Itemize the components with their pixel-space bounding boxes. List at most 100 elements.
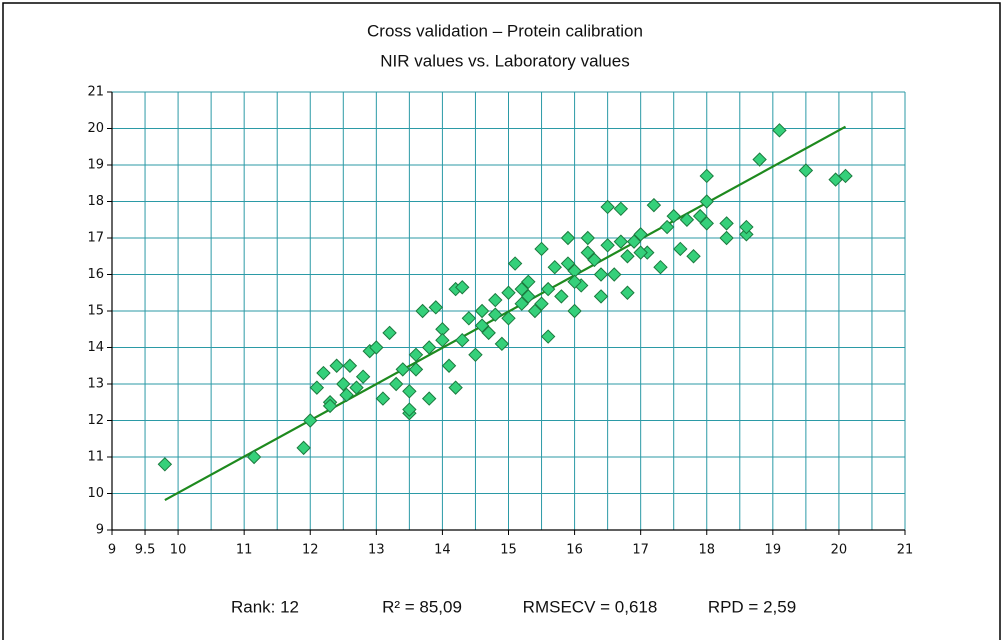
- point: [455, 280, 470, 295]
- point: [375, 391, 391, 406]
- point: [388, 376, 404, 392]
- point: [699, 168, 714, 184]
- x-tick-label: 14: [434, 543, 451, 558]
- point: [488, 307, 503, 322]
- x-tick-label: 17: [632, 543, 649, 558]
- point: [408, 347, 424, 363]
- point: [673, 241, 688, 257]
- point: [415, 303, 430, 319]
- point: [659, 219, 675, 235]
- chart-title: Cross validation – Protein calibration: [367, 21, 643, 40]
- point: [369, 340, 384, 355]
- point: [402, 384, 417, 399]
- point: [316, 365, 331, 381]
- point: [395, 362, 410, 377]
- point: [461, 311, 477, 326]
- point: [441, 358, 457, 373]
- point: [303, 413, 318, 428]
- point: [739, 219, 754, 235]
- x-tick-label: 19: [765, 543, 782, 558]
- y-tick-label: 15: [87, 304, 104, 319]
- point: [540, 281, 556, 297]
- point: [322, 398, 338, 414]
- point: [699, 194, 714, 209]
- point: [547, 259, 562, 275]
- x-tick-label: 10: [170, 543, 187, 558]
- stat: RPD = 2,59: [708, 597, 796, 616]
- point: [488, 292, 503, 308]
- point: [719, 216, 734, 231]
- point: [613, 201, 629, 217]
- point: [435, 332, 450, 348]
- y-tick-label: 16: [87, 267, 104, 282]
- y-tick-label: 17: [87, 231, 104, 246]
- point: [798, 163, 814, 178]
- point: [739, 227, 754, 242]
- point: [567, 274, 582, 290]
- point: [567, 303, 582, 319]
- fit-line: [164, 125, 847, 502]
- point: [246, 449, 262, 465]
- point: [355, 369, 371, 384]
- point: [560, 256, 576, 271]
- point: [692, 208, 708, 224]
- y-tick-label: 11: [87, 450, 104, 465]
- point: [342, 358, 358, 373]
- point: [620, 285, 635, 300]
- y-tick-label: 13: [87, 377, 104, 392]
- y-tick-label: 10: [87, 486, 104, 501]
- point: [646, 197, 662, 213]
- y-tick-label: 14: [87, 340, 104, 355]
- point: [329, 358, 344, 373]
- point: [620, 249, 635, 264]
- x-tick-label: 11: [236, 543, 253, 558]
- point: [534, 296, 549, 311]
- point: [719, 230, 734, 246]
- point: [560, 230, 576, 246]
- point: [593, 267, 609, 282]
- x-tick-label: 9: [108, 543, 116, 558]
- y-tick-label: 19: [87, 158, 104, 173]
- point: [408, 362, 424, 377]
- point: [633, 227, 648, 242]
- point: [157, 457, 173, 472]
- point: [349, 380, 364, 395]
- point: [580, 230, 596, 246]
- point: [540, 329, 556, 344]
- x-tick-label: 12: [302, 543, 319, 558]
- x-tick-label: 13: [368, 543, 385, 558]
- point: [494, 336, 510, 352]
- point: [554, 289, 569, 304]
- point: [468, 347, 483, 363]
- point: [501, 311, 516, 326]
- point: [752, 152, 767, 167]
- stat: RMSECV = 0,618: [523, 597, 658, 616]
- point: [679, 212, 695, 227]
- point: [626, 234, 642, 249]
- y-tick-label: 9: [96, 523, 104, 538]
- point: [296, 440, 311, 456]
- point: [686, 249, 701, 264]
- chart-subtitle: NIR values vs. Laboratory values: [380, 51, 629, 70]
- point: [448, 380, 463, 395]
- point: [507, 256, 523, 271]
- y-tick-label: 21: [87, 85, 104, 100]
- point: [593, 289, 609, 304]
- point: [514, 296, 529, 311]
- x-tick-label: 21: [897, 543, 914, 558]
- point: [501, 285, 516, 300]
- point: [421, 391, 437, 406]
- x-tick-label: 20: [831, 543, 848, 558]
- point: [421, 340, 437, 355]
- point: [613, 234, 629, 249]
- point: [580, 245, 596, 260]
- point: [521, 289, 536, 304]
- point: [653, 259, 668, 275]
- point: [666, 208, 681, 224]
- point: [402, 402, 417, 417]
- point: [382, 325, 397, 341]
- point: [474, 303, 490, 319]
- point: [339, 387, 354, 403]
